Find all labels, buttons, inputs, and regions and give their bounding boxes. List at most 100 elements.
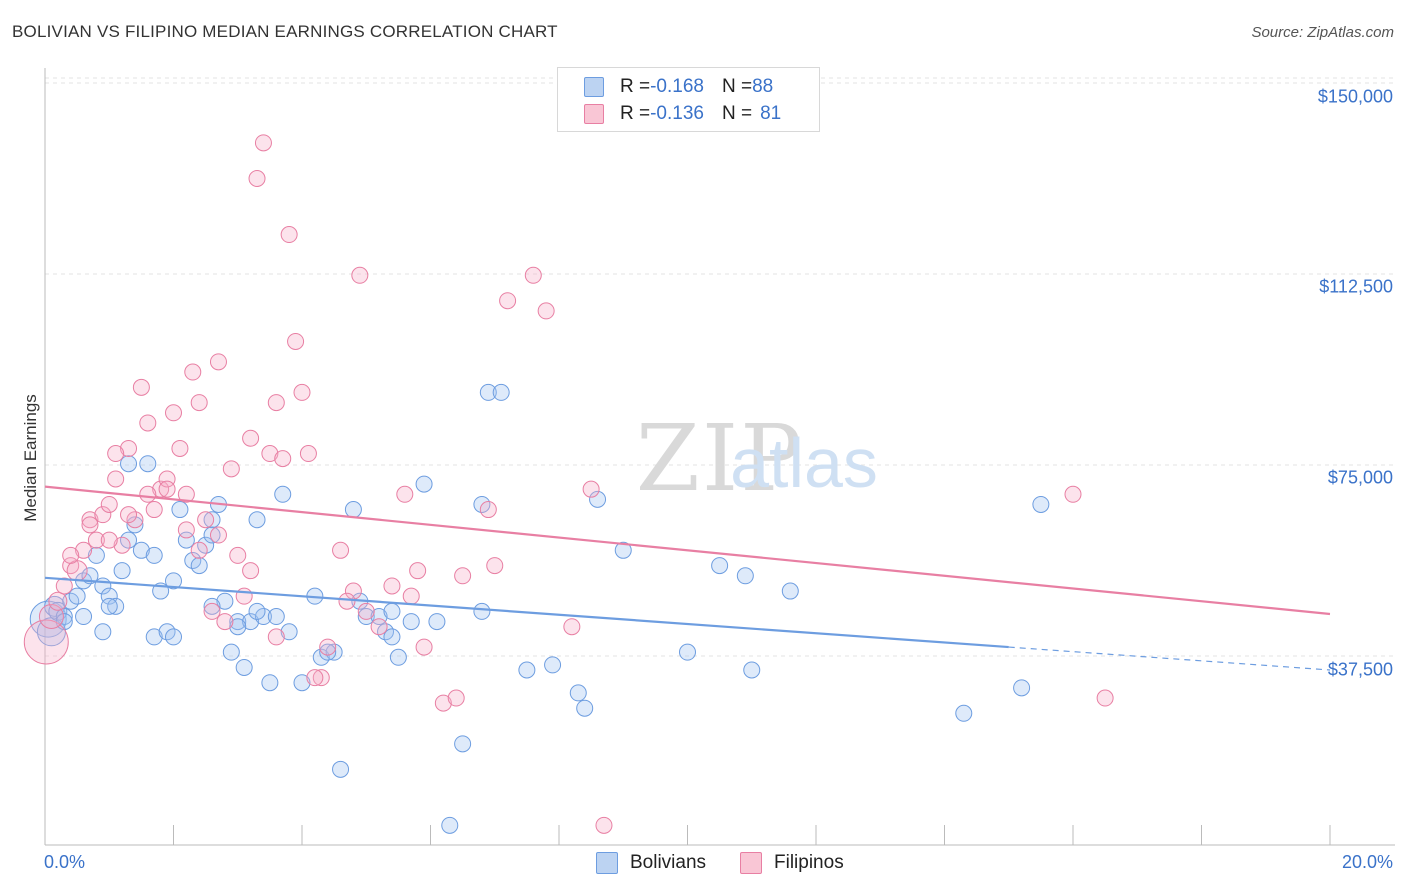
trend-line-filipinos bbox=[44, 485, 1331, 616]
x-tick-label-min: 0.0% bbox=[44, 852, 86, 872]
data-point-bolivians bbox=[261, 674, 279, 692]
data-point-filipinos bbox=[454, 567, 472, 585]
data-point-filipinos bbox=[209, 353, 227, 371]
data-point-filipinos bbox=[235, 587, 253, 605]
watermark-atlas: atlas bbox=[730, 424, 878, 502]
data-point-bolivians bbox=[248, 511, 266, 529]
data-point-bolivians bbox=[177, 531, 195, 549]
data-point-bolivians bbox=[544, 656, 562, 674]
y-tick-label-75000: $75,000 bbox=[1327, 467, 1393, 488]
trend-line-bolivians bbox=[44, 576, 1009, 649]
trend-lines bbox=[44, 485, 1331, 671]
bottom-legend-filipinos: Filipinos bbox=[740, 852, 844, 874]
data-point-filipinos bbox=[139, 485, 157, 503]
data-point-bolivians bbox=[415, 475, 433, 493]
data-point-filipinos bbox=[139, 414, 157, 432]
watermark-zip: ZIP bbox=[636, 405, 804, 512]
data-point-filipinos bbox=[396, 485, 414, 503]
data-point-filipinos bbox=[280, 226, 298, 244]
data-point-bolivians bbox=[126, 516, 144, 534]
data-point-filipinos bbox=[267, 394, 285, 412]
data-point-filipinos bbox=[190, 394, 208, 412]
data-point-filipinos bbox=[479, 501, 497, 519]
y-tick-label-112500: $112,500 bbox=[1319, 276, 1393, 297]
data-point-filipinos bbox=[165, 404, 182, 422]
data-point-bolivians bbox=[492, 383, 510, 401]
data-point-bolivians bbox=[139, 455, 157, 473]
legend-n-value: 88 bbox=[752, 76, 774, 97]
data-point-filipinos bbox=[582, 480, 600, 498]
data-point-filipinos bbox=[499, 292, 517, 310]
data-point-filipinos bbox=[274, 450, 292, 468]
data-point-filipinos bbox=[171, 439, 189, 457]
data-point-bolivians bbox=[55, 608, 73, 626]
data-point-filipinos bbox=[209, 526, 227, 544]
data-point-filipinos bbox=[229, 546, 247, 564]
data-point-bolivians bbox=[454, 735, 472, 753]
data-point-bolivians bbox=[332, 760, 350, 778]
data-point-bolivians bbox=[576, 699, 594, 717]
data-point-bolivians bbox=[75, 608, 93, 626]
data-point-filipinos bbox=[107, 470, 125, 488]
data-point-filipinos bbox=[319, 638, 337, 656]
data-point-bolivians bbox=[293, 674, 311, 692]
source-label: Source: ZipAtlas.com bbox=[1251, 24, 1394, 41]
data-point-filipinos bbox=[409, 562, 427, 580]
data-point-bolivians bbox=[711, 557, 729, 575]
data-point-bolivians bbox=[229, 618, 247, 636]
data-point-filipinos bbox=[332, 541, 350, 559]
data-point-filipinos bbox=[197, 511, 215, 529]
data-point-filipinos bbox=[132, 378, 150, 396]
data-point-bolivians bbox=[614, 541, 632, 559]
correlation-legend: R = -0.168 N = 88 R = -0.136 N = 81 bbox=[557, 67, 820, 132]
data-point-filipinos bbox=[383, 577, 401, 595]
data-point-filipinos bbox=[100, 495, 118, 513]
data-point-bolivians bbox=[280, 623, 298, 641]
data-point-bolivians bbox=[165, 572, 182, 590]
data-point-filipinos bbox=[177, 485, 195, 503]
data-point-bolivians bbox=[203, 526, 221, 544]
data-point-filipinos bbox=[338, 592, 356, 610]
data-point-filipinos bbox=[351, 266, 369, 284]
data-point-bolivians bbox=[94, 623, 112, 641]
data-point-filipinos bbox=[222, 460, 240, 478]
data-point-bolivians bbox=[781, 582, 799, 600]
bottom-legend-bolivians: Bolivians bbox=[596, 852, 706, 874]
data-point-bolivians bbox=[216, 592, 234, 610]
data-point-filipinos bbox=[306, 669, 324, 687]
data-point-bolivians bbox=[736, 567, 754, 585]
data-point-bolivians bbox=[357, 608, 375, 626]
bottom-legend-label-bolivians: Bolivians bbox=[630, 852, 707, 873]
data-point-filipinos bbox=[203, 602, 221, 620]
data-point-bolivians bbox=[743, 661, 761, 679]
data-point-bolivians bbox=[107, 597, 125, 615]
data-point-bolivians bbox=[955, 704, 973, 722]
data-point-bolivians bbox=[203, 511, 221, 529]
legend-r-value: -0.168 bbox=[650, 76, 704, 97]
data-point-filipinos bbox=[287, 332, 305, 350]
data-point-bolivians bbox=[518, 661, 536, 679]
data-point-filipinos bbox=[267, 628, 285, 646]
data-point-filipinos bbox=[94, 506, 112, 524]
data-point-bolivians bbox=[248, 602, 266, 620]
data-point-bolivians bbox=[473, 602, 491, 620]
data-point-filipinos bbox=[100, 531, 118, 549]
data-point-filipinos bbox=[415, 638, 433, 656]
data-point-filipinos bbox=[434, 694, 452, 712]
data-point-filipinos bbox=[248, 169, 266, 187]
legend-n-value: 81 bbox=[760, 103, 782, 124]
data-point-bolivians bbox=[679, 643, 696, 661]
data-point-filipinos bbox=[120, 439, 138, 457]
data-point-filipinos bbox=[120, 506, 138, 524]
data-point-bolivians bbox=[441, 816, 459, 834]
data-point-filipinos bbox=[299, 445, 317, 463]
data-point-bolivians bbox=[165, 628, 182, 646]
data-point-bolivians bbox=[68, 587, 86, 605]
data-point-filipinos bbox=[184, 363, 202, 381]
legend-row-filipinos: R = -0.136 N = 81 bbox=[584, 102, 781, 126]
data-point-bolivians bbox=[190, 557, 208, 575]
data-point-bolivians bbox=[203, 597, 221, 615]
data-point-bolivians bbox=[479, 383, 497, 401]
data-point-bolivians bbox=[120, 455, 138, 473]
data-point-filipinos bbox=[242, 429, 260, 447]
